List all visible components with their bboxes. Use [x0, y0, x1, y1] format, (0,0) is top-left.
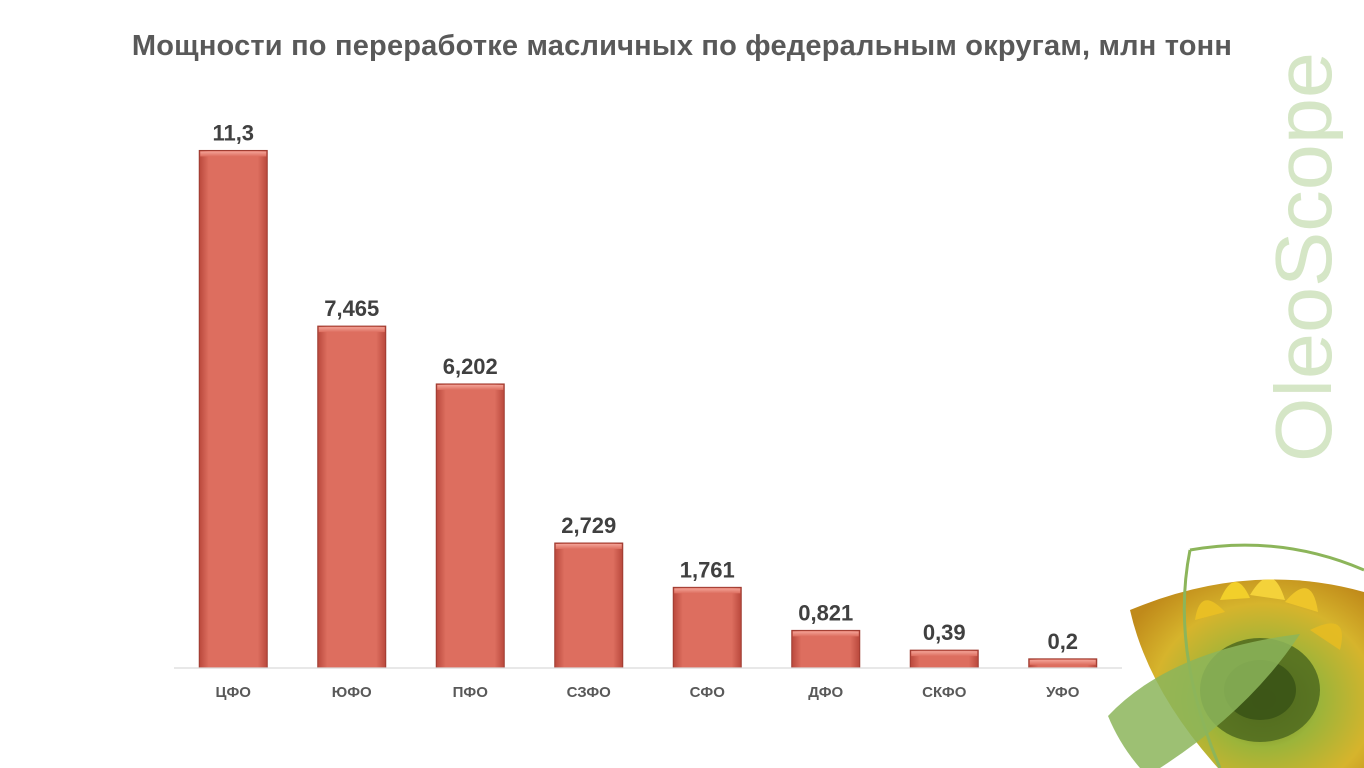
value-label-8: 0,2 — [1047, 629, 1078, 654]
bar-highlight-2 — [318, 327, 385, 333]
category-label-3: ПФО — [453, 684, 489, 701]
bar-highlight-6 — [792, 631, 859, 637]
category-label-2: ЮФО — [332, 684, 372, 701]
bar-highlight-3 — [437, 384, 504, 390]
brand-logo: OleoScope — [1273, 52, 1343, 462]
bar-highlight-5 — [674, 588, 741, 594]
bar-5 — [672, 586, 742, 669]
bar-3 — [435, 383, 505, 669]
bar-1 — [198, 149, 268, 669]
value-label-6: 0,821 — [798, 600, 853, 625]
value-label-3: 6,202 — [443, 354, 498, 379]
category-label-8: УФО — [1046, 684, 1080, 701]
chart-title: Мощности по переработке масличных по фед… — [131, 30, 1233, 62]
bar-highlight-8 — [1029, 659, 1096, 665]
bar-highlight-4 — [555, 544, 622, 550]
brand-logo-text: OleoScope — [1273, 52, 1343, 462]
bar-highlight-1 — [200, 151, 267, 157]
category-label-6: ДФО — [808, 684, 843, 701]
category-label-5: СФО — [690, 684, 726, 701]
bar-6 — [791, 629, 861, 669]
sunflower-decoration — [1108, 543, 1364, 768]
bar-2 — [317, 325, 387, 669]
value-label-7: 0,39 — [923, 620, 966, 645]
value-label-5: 1,761 — [680, 557, 735, 582]
value-label-2: 7,465 — [324, 296, 379, 321]
bar-highlight-7 — [911, 651, 978, 657]
category-label-4: СЗФО — [567, 684, 611, 701]
bar-4 — [554, 542, 624, 669]
category-label-1: ЦФО — [216, 684, 252, 701]
value-label-4: 2,729 — [561, 513, 616, 538]
value-label-1: 11,3 — [212, 120, 254, 145]
category-label-7: СКФО — [922, 684, 967, 701]
